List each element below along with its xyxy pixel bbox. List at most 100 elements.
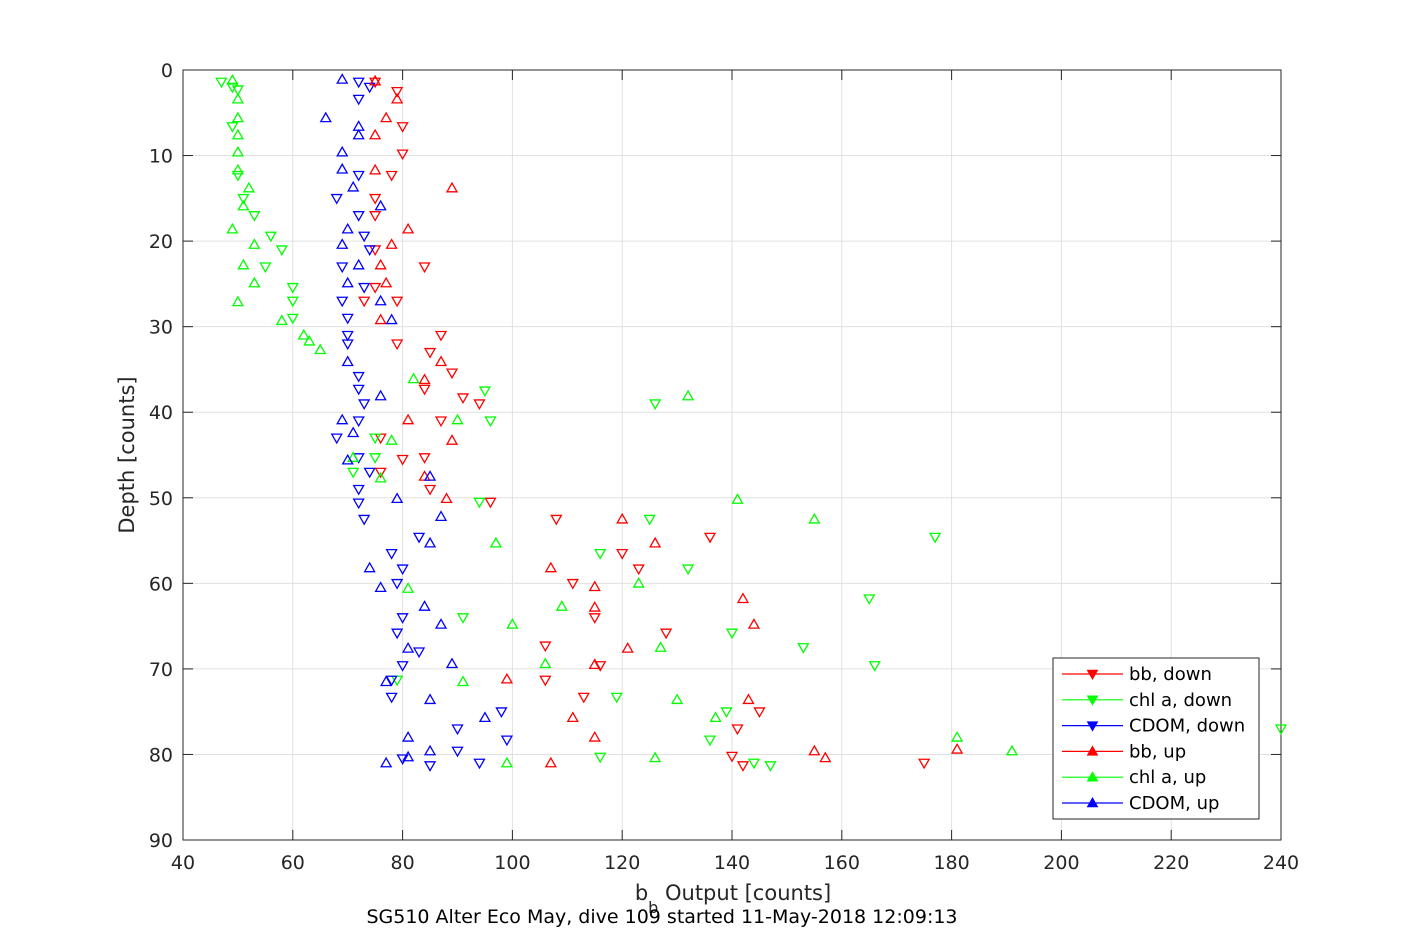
data-point-bb-up (588, 600, 601, 612)
data-point-chl-a-up (231, 295, 245, 307)
data-point-chl-a-down (215, 77, 228, 89)
data-point-chl-a-down (725, 628, 739, 640)
data-point-bb-down (434, 330, 448, 342)
data-point-chl-a-down (248, 211, 261, 222)
data-point-cdom-up (423, 693, 437, 705)
data-point-chl-a-down (226, 122, 239, 133)
ticks: 40 60 80 100 120 140 160 180 200 220 240 0 10 20 30 40 5… (149, 60, 1299, 874)
data-point-cdom-up (374, 581, 387, 593)
data-point-bb-down (918, 758, 931, 770)
data-point-bb-up (374, 313, 387, 325)
series-cdom-up (319, 73, 492, 768)
data-point-chl-a-up (231, 111, 245, 123)
data-point-cdom-down (385, 675, 398, 687)
x-tick-label: 80 (391, 852, 415, 874)
legend-label: bb, down (1129, 664, 1212, 685)
legend-box (1052, 657, 1260, 820)
data-point-bb-down (369, 211, 382, 222)
legend-marker (1086, 771, 1099, 782)
data-point-chl-a-up (407, 372, 420, 384)
data-point-cdom-up (385, 313, 398, 325)
data-point-cdom-down (363, 467, 376, 479)
series-cdom-down (330, 77, 514, 772)
data-point-cdom-down (352, 384, 365, 396)
data-point-chl-a-down (610, 692, 623, 704)
legend: bb, down chl a, down CDOM, down bb, up chl a… (1052, 657, 1260, 820)
x-tick-label: 240 (1263, 852, 1299, 874)
data-point-cdom-up (401, 731, 415, 742)
data-point-chl-a-down (797, 643, 810, 654)
data-point-chl-a-up (500, 756, 514, 768)
data-point-bb-up (390, 92, 404, 104)
legend-entry-bb-up: bb, up (1062, 741, 1186, 762)
data-point-bb-up (369, 128, 382, 140)
data-point-chl-a-down (764, 761, 777, 772)
data-point-bb-down (418, 262, 431, 274)
data-point-cdom-down (363, 245, 376, 256)
data-point-bb-down (434, 416, 448, 428)
data-point-bb-up (616, 512, 629, 524)
data-point-cdom-up (380, 675, 393, 687)
data-point-cdom-down (352, 484, 365, 496)
data-point-bb-down (358, 296, 371, 308)
x-axis-label: bb Output [counts] (635, 881, 831, 917)
data-point-bb-down (539, 675, 552, 687)
data-point-cdom-down (385, 548, 398, 560)
data-point-cdom-down (396, 613, 409, 624)
data-point-chl-a-up (401, 582, 415, 593)
data-point-chl-a-up (231, 163, 245, 175)
data-point-cdom-up (336, 238, 349, 249)
data-point-bb-up (380, 111, 393, 123)
data-point-cdom-down (330, 433, 343, 445)
data-point-bb-up (736, 592, 750, 604)
legend-label: bb, up (1129, 741, 1186, 762)
data-point-chl-a-up (226, 222, 239, 234)
data-point-bb-down (566, 578, 579, 590)
data-point-cdom-up (478, 711, 492, 723)
data-point-bb-up (649, 536, 662, 548)
data-point-chl-a-up (489, 536, 503, 548)
legend-entry-bb-down: bb, down (1062, 664, 1212, 685)
data-point-cdom-down (500, 735, 514, 747)
data-point-chl-a-up (237, 258, 250, 270)
data-point-chl-a-down (868, 661, 881, 672)
data-point-chl-a-up (242, 181, 256, 193)
data-point-chl-a-up (709, 711, 722, 723)
data-point-chl-a-up (632, 577, 645, 588)
data-point-bb-down (616, 548, 629, 560)
data-point-chl-a-down (720, 707, 733, 718)
data-point-cdom-down (352, 77, 365, 89)
data-point-cdom-down (341, 339, 354, 351)
data-point-cdom-down (352, 371, 365, 383)
data-point-chl-a-down (681, 564, 695, 576)
data-point-chl-a-up (347, 451, 360, 462)
data-point-bb-up (434, 355, 448, 367)
data-point-bb-up (445, 434, 459, 445)
series-bb-down (358, 77, 931, 772)
data-point-cdom-down (412, 647, 426, 659)
x-tick-label: 120 (604, 852, 640, 874)
y-tick-label: 80 (149, 744, 173, 766)
data-point-bb-down (390, 86, 404, 98)
legend-marker (1086, 721, 1099, 732)
x-axis-label-rest: Output [counts] (658, 881, 831, 905)
data-point-chl-a-up (555, 600, 568, 611)
data-point-bb-down (736, 761, 750, 772)
data-point-bb-down (390, 339, 404, 351)
data-point-cdom-up (434, 618, 448, 629)
data-point-bb-down (731, 724, 744, 736)
data-point-bb-down (369, 77, 382, 89)
data-point-cdom-up (423, 470, 437, 481)
data-point-chl-a-up (731, 493, 744, 504)
y-axis-label: Depth [counts] (115, 376, 139, 533)
data-point-chl-a-up (374, 471, 387, 483)
data-point-chl-a-down (237, 193, 250, 205)
data-point-chl-a-down (369, 433, 382, 445)
data-point-bb-down (396, 149, 409, 161)
data-point-bb-down (550, 514, 563, 526)
data-point-chl-a-up (451, 413, 464, 425)
data-point-bb-up (544, 561, 557, 573)
data-point-chl-a-down (747, 758, 761, 770)
data-point-bb-up (544, 756, 557, 768)
data-point-cdom-up (336, 162, 349, 174)
